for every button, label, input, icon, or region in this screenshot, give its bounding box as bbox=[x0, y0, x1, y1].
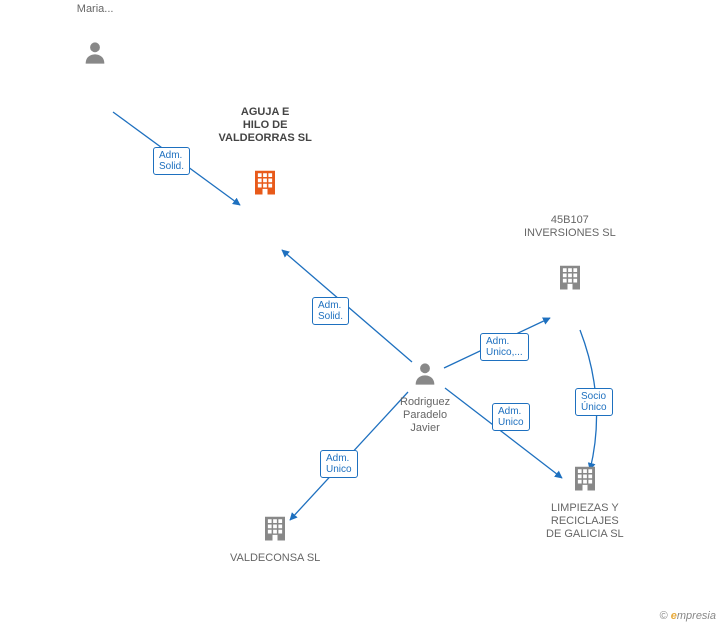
edge-label: Adm. Unico bbox=[320, 450, 358, 478]
person-icon bbox=[81, 38, 109, 71]
building-icon bbox=[260, 513, 290, 548]
node-label: HuertaGutierrezMaria... bbox=[73, 0, 118, 16]
copyright-symbol: © bbox=[660, 610, 668, 622]
node-label: RodriguezParadeloJavier bbox=[400, 396, 450, 435]
node-label: AGUJA EHILO DEVALDEORRAS SL bbox=[219, 106, 312, 145]
edge-label: Adm. Solid. bbox=[153, 147, 190, 175]
node-label: LIMPIEZAS YRECICLAJESDE GALICIA SL bbox=[546, 502, 624, 541]
footer-attribution: © empresia bbox=[660, 610, 716, 622]
node-label: 45B107INVERSIONES SL bbox=[524, 214, 616, 240]
node-valdeconsa[interactable]: VALDECONSA SL bbox=[230, 513, 320, 565]
node-limpiezas[interactable]: LIMPIEZAS YRECICLAJESDE GALICIA SL bbox=[546, 463, 624, 541]
brand-name: empresia bbox=[671, 610, 716, 622]
node-rodriguez[interactable]: RodriguezParadeloJavier bbox=[400, 359, 450, 435]
node-huerta[interactable]: HuertaGutierrezMaria... bbox=[73, 0, 118, 71]
edge-label: Adm. Solid. bbox=[312, 297, 349, 325]
building-icon bbox=[570, 463, 600, 498]
edge-label: Socio Único bbox=[575, 388, 613, 416]
edge-label: Adm. Unico,... bbox=[480, 333, 529, 361]
edge-path bbox=[445, 388, 562, 478]
person-icon bbox=[411, 359, 439, 392]
node-label: VALDECONSA SL bbox=[230, 552, 320, 565]
node-b45[interactable]: 45B107INVERSIONES SL bbox=[524, 214, 616, 297]
building-icon bbox=[250, 167, 280, 202]
building-icon bbox=[555, 262, 585, 297]
edge-label: Adm. Unico bbox=[492, 403, 530, 431]
node-aguja[interactable]: AGUJA EHILO DEVALDEORRAS SL bbox=[219, 106, 312, 202]
